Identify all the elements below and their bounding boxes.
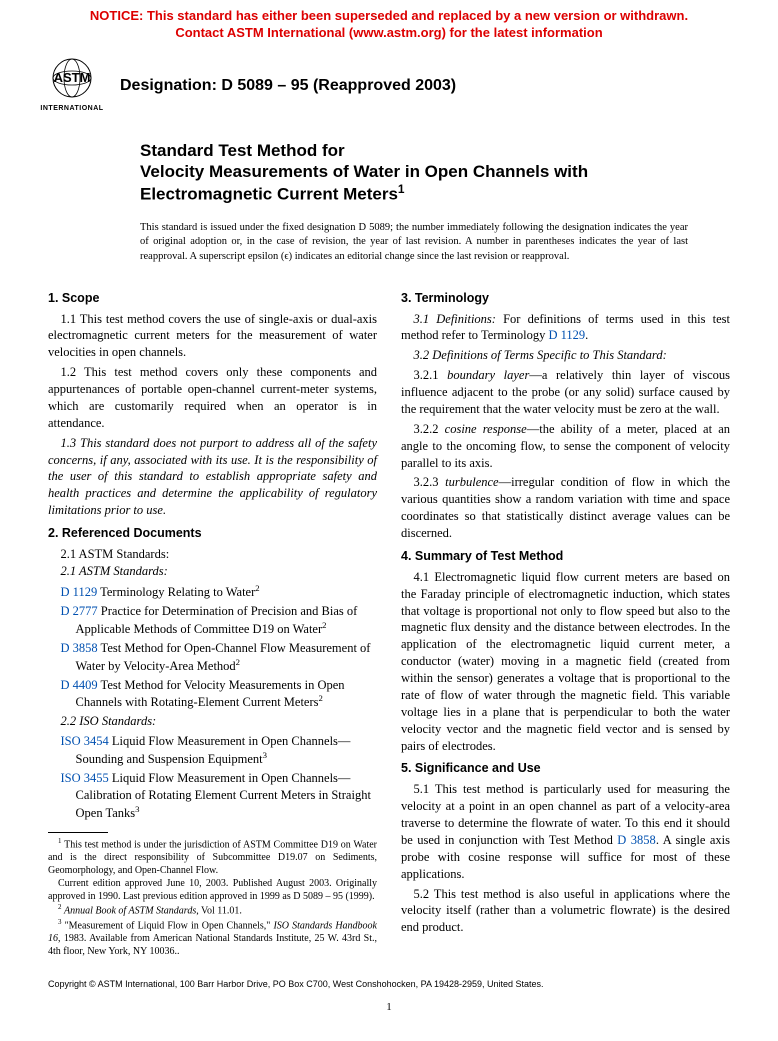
term-cosine: 3.2.2 cosine response—the ability of a m… (401, 421, 730, 472)
footnote-1b: Current edition approved June 10, 2003. … (48, 877, 377, 903)
right-column: 3. Terminology 3.1 Definitions: For defi… (401, 284, 730, 958)
sig-p1: 5.1 This test method is particularly use… (401, 781, 730, 882)
ref-d2777: D 2777 Practice for Determination of Pre… (48, 603, 377, 638)
scope-head: 1. Scope (48, 290, 377, 307)
refdocs-head: 2. Referenced Documents (48, 525, 377, 542)
iso-standards: 2.2 ISO Standards: (48, 713, 377, 730)
ref-d3858: D 3858 Test Method for Open-Channel Flow… (48, 640, 377, 675)
term-boundary: 3.2.1 boundary layer—a relatively thin l… (401, 367, 730, 418)
scope-p3: 1.3 This standard does not purport to ad… (48, 435, 377, 519)
page-number: 1 (0, 994, 778, 1029)
footnote-2: 2 Annual Book of ASTM Standards, Vol 11.… (48, 903, 377, 917)
notice-line1: NOTICE: This standard has either been su… (90, 8, 688, 23)
svg-text:ASTM: ASTM (54, 70, 91, 85)
ref-iso3455: ISO 3455 Liquid Flow Measurement in Open… (48, 770, 377, 822)
refdocs-sub1: 2.1 ASTM Standards: (48, 546, 377, 563)
left-column: 1. Scope 1.1 This test method covers the… (48, 284, 377, 958)
copyright: Copyright © ASTM International, 100 Barr… (0, 964, 778, 994)
title-line1: Standard Test Method for (140, 140, 698, 161)
designation: Designation: D 5089 – 95 (Reapproved 200… (120, 75, 456, 97)
significance-head: 5. Significance and Use (401, 760, 730, 777)
logo-org-text: INTERNATIONAL (40, 104, 103, 113)
astm-logo: ASTM INTERNATIONAL (40, 54, 104, 118)
issuance-note: This standard is issued under the fixed … (0, 211, 778, 276)
ref-d1129: D 1129 Terminology Relating to Water2 (48, 583, 377, 601)
notice-banner: NOTICE: This standard has either been su… (0, 0, 778, 46)
header: ASTM INTERNATIONAL Designation: D 5089 –… (0, 46, 778, 122)
ref-d4409: D 4409 Test Method for Velocity Measurem… (48, 677, 377, 712)
astm-standards: 2.1 ASTM Standards: (48, 563, 377, 580)
sig-p2: 5.2 This test method is also useful in a… (401, 886, 730, 937)
summary-p1: 4.1 Electromagnetic liquid flow current … (401, 569, 730, 755)
footnote-1a: 1 This test method is under the jurisdic… (48, 837, 377, 877)
term-turbulence: 3.2.3 turbulence—irregular condition of … (401, 474, 730, 542)
footnote-3: 3 "Measurement of Liquid Flow in Open Ch… (48, 918, 377, 958)
term-p2: 3.2 Definitions of Terms Specific to Thi… (401, 347, 730, 364)
footnote-rule (48, 832, 108, 833)
terminology-head: 3. Terminology (401, 290, 730, 307)
title-block: Standard Test Method for Velocity Measur… (0, 122, 778, 211)
ref-iso3454: ISO 3454 Liquid Flow Measurement in Open… (48, 733, 377, 768)
scope-p1: 1.1 This test method covers the use of s… (48, 311, 377, 362)
title-line2: Velocity Measurements of Water in Open C… (140, 161, 698, 205)
summary-head: 4. Summary of Test Method (401, 548, 730, 565)
scope-p2: 1.2 This test method covers only these c… (48, 364, 377, 432)
notice-line2: Contact ASTM International (www.astm.org… (175, 25, 602, 40)
term-p1: 3.1 Definitions: For definitions of term… (401, 311, 730, 345)
content-columns: 1. Scope 1.1 This test method covers the… (0, 276, 778, 964)
